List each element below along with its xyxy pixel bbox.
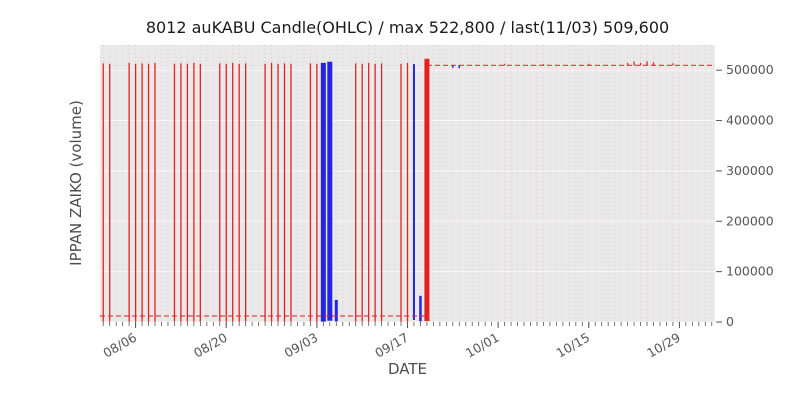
svg-text:200000: 200000 — [726, 213, 774, 228]
svg-text:300000: 300000 — [726, 163, 774, 178]
svg-text:09/03: 09/03 — [282, 330, 321, 361]
chart-title: 8012 auKABU Candle(OHLC) / max 522,800 /… — [145, 18, 670, 37]
svg-text:08/20: 08/20 — [191, 330, 230, 361]
y-axis-label: IPPAN ZAIKO (volume) — [67, 100, 85, 266]
svg-text:10/15: 10/15 — [554, 330, 593, 361]
x-axis-label: DATE — [387, 360, 428, 378]
svg-text:09/17: 09/17 — [372, 330, 411, 361]
svg-text:0: 0 — [726, 314, 734, 329]
svg-text:400000: 400000 — [726, 113, 774, 128]
svg-text:500000: 500000 — [726, 62, 774, 77]
svg-text:100000: 100000 — [726, 264, 774, 279]
svg-text:10/01: 10/01 — [463, 330, 502, 361]
svg-text:08/06: 08/06 — [100, 330, 139, 361]
svg-text:10/29: 10/29 — [644, 330, 683, 361]
